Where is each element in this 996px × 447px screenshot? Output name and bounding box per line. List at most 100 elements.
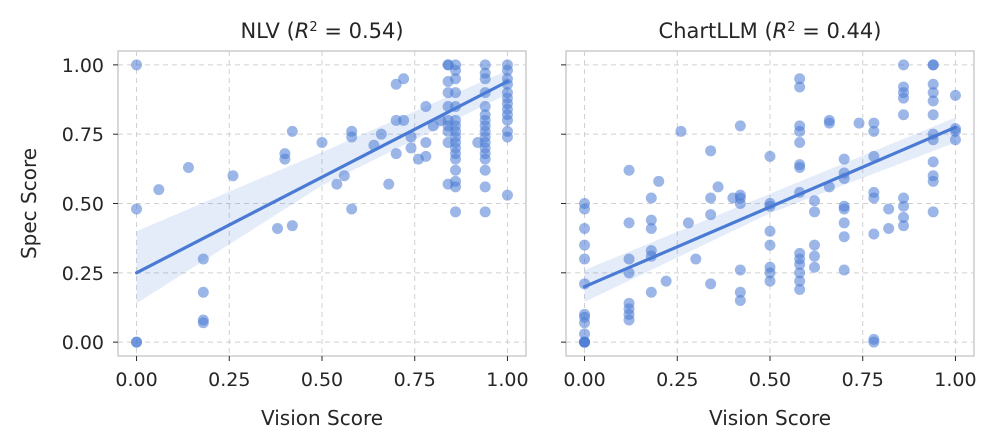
chartllm-title: ChartLLM (R2 = 0.44) bbox=[659, 19, 882, 43]
nlv-data-point bbox=[346, 203, 358, 215]
chartllm-data-point bbox=[898, 59, 910, 71]
nlv-data-point bbox=[420, 150, 432, 162]
title-suffix: = 0.44) bbox=[796, 19, 882, 43]
chartllm-data-point bbox=[927, 59, 939, 71]
chartllm-data-point bbox=[579, 317, 591, 329]
chartllm-data-point bbox=[949, 134, 961, 146]
nlv-data-point bbox=[450, 64, 462, 76]
chartllm-data-point bbox=[868, 125, 880, 137]
chartllm-data-point bbox=[579, 336, 591, 348]
nlv-title: NLV (R2 = 0.54) bbox=[240, 19, 403, 43]
nlv-data-point bbox=[286, 220, 298, 232]
nlv-data-point bbox=[316, 137, 328, 148]
chartllm-data-point bbox=[838, 231, 850, 243]
nlv-x-tick-label: 0.50 bbox=[301, 369, 343, 391]
nlv-data-point bbox=[501, 189, 513, 201]
nlv-data-point bbox=[383, 178, 395, 190]
chartllm-data-point bbox=[682, 217, 694, 229]
nlv-data-point bbox=[479, 153, 491, 165]
chartllm-data-point bbox=[809, 206, 821, 218]
chartllm-data-point bbox=[712, 181, 724, 193]
nlv-x-tick-label: 1.00 bbox=[486, 369, 528, 391]
chartllm-data-point bbox=[927, 78, 939, 90]
nlv-data-point bbox=[398, 73, 410, 85]
chartllm-data-point bbox=[809, 250, 821, 262]
title-suffix: = 0.54) bbox=[318, 19, 404, 43]
nlv-data-point bbox=[479, 73, 491, 85]
title-prefix: ChartLLM ( bbox=[659, 19, 773, 43]
nlv-data-point bbox=[501, 64, 513, 76]
title-prefix: NLV ( bbox=[240, 19, 294, 43]
chartllm-data-point bbox=[623, 314, 635, 326]
chartllm-data-point bbox=[794, 161, 806, 173]
chartllm-data-point bbox=[794, 137, 806, 148]
chartllm-data-point bbox=[927, 206, 939, 218]
nlv-data-point bbox=[197, 286, 209, 298]
chartllm-data-point bbox=[868, 117, 880, 129]
chartllm-data-point bbox=[675, 125, 687, 137]
chartllm-data-point bbox=[927, 175, 939, 187]
chartllm-data-point bbox=[623, 164, 635, 176]
chartllm-data-point bbox=[868, 192, 880, 204]
chartllm-x-tick-label: 0.25 bbox=[656, 369, 698, 391]
nlv-data-point bbox=[197, 317, 209, 329]
chartllm-data-point bbox=[927, 109, 939, 121]
chartllm-data-point bbox=[764, 275, 776, 287]
nlv-data-point bbox=[331, 178, 343, 190]
chartllm-data-point bbox=[927, 87, 939, 99]
chartllm-data-point bbox=[705, 145, 717, 157]
chartllm-data-point bbox=[868, 228, 880, 240]
chartllm-data-point bbox=[794, 283, 806, 295]
chartllm-data-point bbox=[809, 195, 821, 207]
nlv-data-point bbox=[390, 148, 402, 160]
nlv-data-point bbox=[279, 153, 291, 165]
chartllm-data-point bbox=[660, 275, 672, 287]
chartllm-data-point bbox=[898, 220, 910, 232]
nlv-data-point bbox=[450, 164, 462, 176]
chartllm-data-point bbox=[794, 267, 806, 279]
nlv-data-point bbox=[271, 222, 283, 234]
nlv-panel: 0.00 0.25 0.50 0.75 1.00 0.00 0.25 0.50 0.75 1.00… bbox=[17, 19, 529, 430]
chartllm-data-point bbox=[898, 92, 910, 104]
chartllm-data-point bbox=[883, 222, 895, 234]
nlv-data-point bbox=[479, 59, 491, 71]
chartllm-data-point bbox=[868, 150, 880, 162]
chartllm-data-point bbox=[705, 192, 717, 204]
chartllm-data-point bbox=[794, 259, 806, 270]
chartllm-panel: 0.00 0.25 0.50 0.75 1.00 Vision Score ChartLLM… bbox=[561, 19, 977, 430]
chartllm-data-point bbox=[623, 217, 635, 229]
chartllm-data-point bbox=[809, 239, 821, 251]
chartllm-data-point bbox=[764, 267, 776, 279]
chartllm-data-point bbox=[898, 192, 910, 204]
chartllm-data-point bbox=[868, 336, 880, 348]
chartllm-data-point bbox=[927, 95, 939, 107]
chartllm-data-point bbox=[898, 200, 910, 212]
chartllm-data-point bbox=[579, 328, 591, 340]
chartllm-data-point bbox=[823, 117, 835, 129]
chartllm-data-point bbox=[579, 253, 591, 265]
nlv-data-point bbox=[405, 142, 417, 154]
chartllm-x-tick-label: 1.00 bbox=[934, 369, 976, 391]
nlv-data-point bbox=[131, 59, 143, 71]
chartllm-data-point bbox=[645, 214, 657, 226]
nlv-data-point bbox=[479, 181, 491, 193]
nlv-data-point bbox=[338, 170, 350, 182]
chartllm-data-point bbox=[705, 278, 717, 290]
nlv-y-tick-label: 0.75 bbox=[62, 124, 104, 146]
nlv-data-point bbox=[131, 203, 143, 215]
title-exponent: 2 bbox=[309, 20, 317, 35]
chartllm-data-point bbox=[734, 295, 746, 307]
nlv-data-point bbox=[450, 206, 462, 218]
chartllm-data-point bbox=[927, 156, 939, 168]
chartllm-data-point bbox=[898, 211, 910, 223]
chartllm-data-point bbox=[705, 209, 717, 221]
chartllm-data-point bbox=[734, 286, 746, 298]
nlv-x-tick-label: 0.25 bbox=[208, 369, 250, 391]
chartllm-data-point bbox=[579, 203, 591, 215]
nlv-data-point bbox=[286, 125, 298, 137]
nlv-y-axis-label: Spec Score bbox=[17, 148, 41, 259]
nlv-data-point bbox=[182, 161, 194, 173]
chartllm-data-point bbox=[794, 275, 806, 287]
title-exponent: 2 bbox=[787, 20, 795, 35]
